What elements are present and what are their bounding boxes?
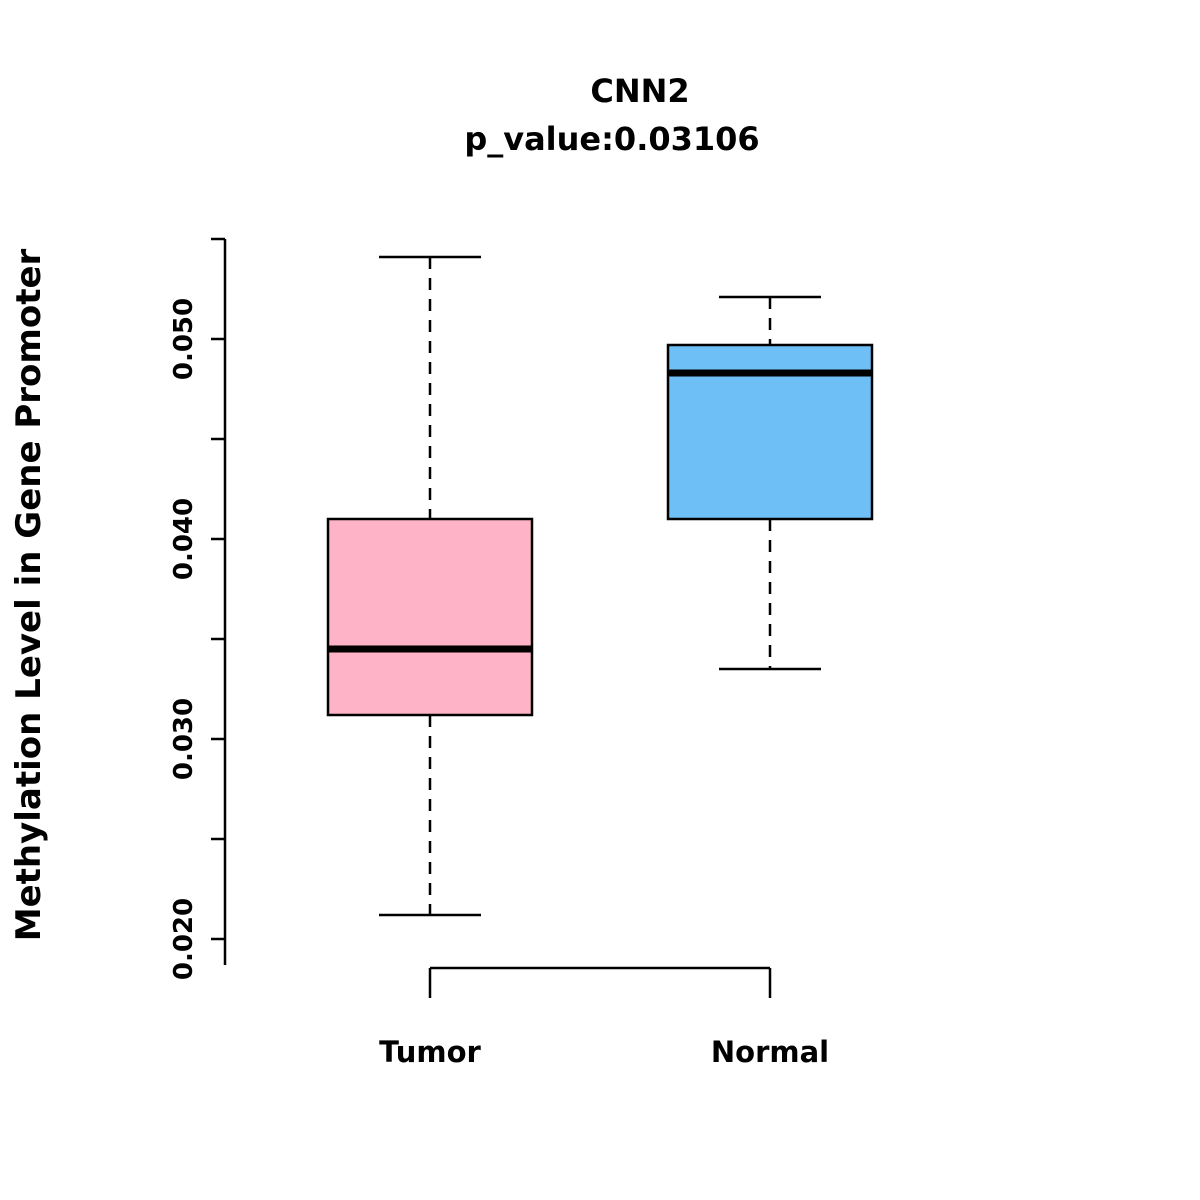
category-label-tumor: Tumor — [379, 1035, 481, 1069]
y-tick-label: 0.020 — [169, 898, 199, 980]
iqr-box-tumor — [326, 517, 534, 717]
y-axis-label: Methylation Level in Gene Promoter — [9, 249, 49, 942]
chart-subtitle: p_value:0.03106 — [464, 120, 759, 158]
category-label-normal: Normal — [711, 1035, 829, 1069]
y-tick-label: 0.050 — [169, 298, 199, 380]
y-tick-label: 0.030 — [169, 698, 199, 780]
chart-title: CNN2 — [590, 72, 689, 110]
y-tick-label: 0.040 — [169, 498, 199, 580]
plot-layer: 0.020 0.030 0.040 0.050 Tumor Normal — [169, 237, 874, 1069]
